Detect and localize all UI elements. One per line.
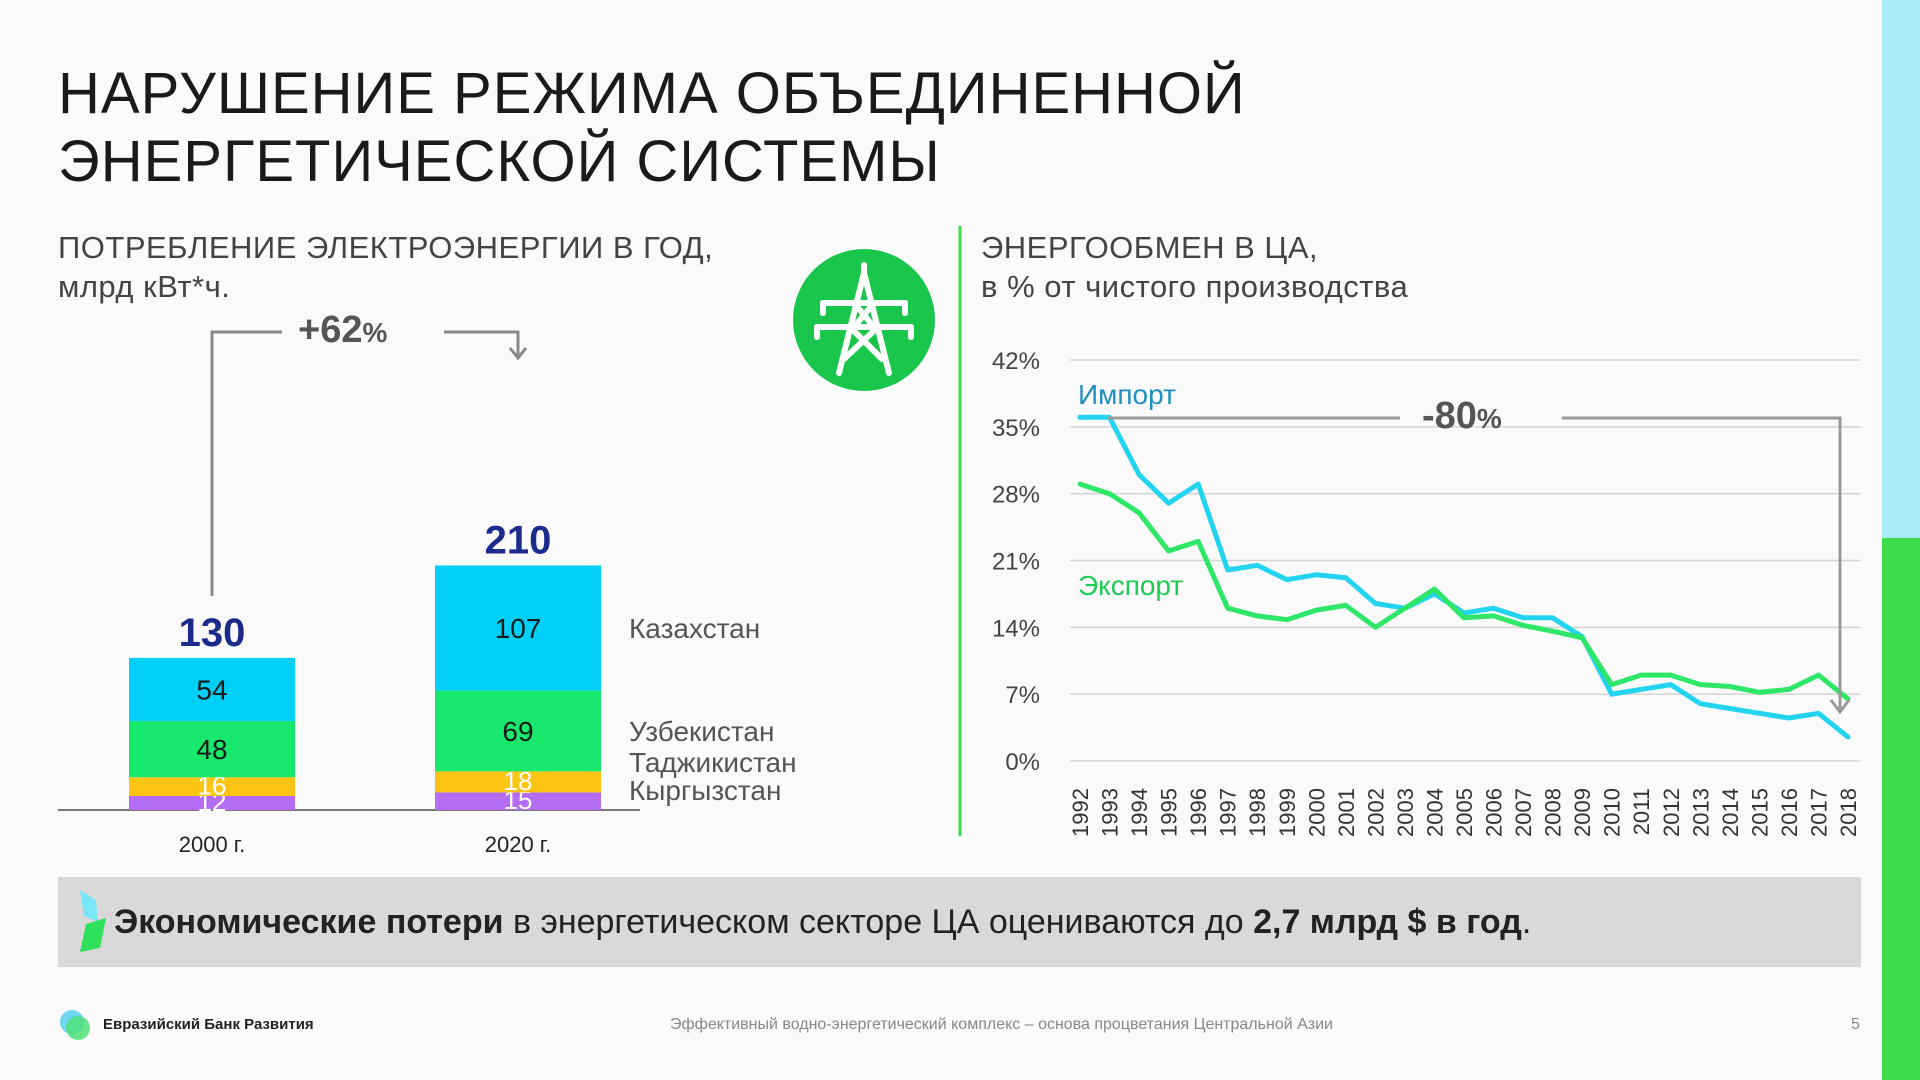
- percent-sign: %: [362, 317, 387, 348]
- y-tick-label: 14%: [992, 615, 1040, 642]
- x-tick-label: 2016: [1777, 788, 1802, 837]
- bar-category-label: 2020 г.: [485, 832, 552, 857]
- bar-segment-tajikistan: [435, 771, 601, 793]
- slide-title-line1: НАРУШЕНИЕ РЕЖИМА ОБЪЕДИНЕННОЙ: [58, 61, 1246, 126]
- x-tick-label: 2006: [1482, 788, 1507, 837]
- bar-segment-kyrgyzstan: [129, 795, 295, 810]
- x-tick-label: 1998: [1245, 788, 1270, 837]
- left-chart-subtitle: ПОТРЕБЛЕНИЕ ЭЛЕКТРОЭНЕРГИИ В ГОД, млрд к…: [58, 228, 713, 306]
- x-tick-label: 2011: [1629, 788, 1654, 835]
- y-tick-label: 42%: [992, 348, 1040, 375]
- y-tick-label: 35%: [992, 415, 1040, 442]
- bar-category-label: 2000 г.: [179, 832, 246, 857]
- bar-value-label: 48: [196, 734, 227, 765]
- x-tick-label: 1997: [1216, 788, 1241, 837]
- summary-bold-amount: 2,7 млрд $ в год: [1253, 903, 1522, 941]
- y-tick-label: 28%: [992, 482, 1040, 509]
- summary-text: в энергетическом секторе ЦА оцениваются …: [503, 903, 1254, 941]
- x-tick-label: 1994: [1127, 788, 1152, 837]
- bar-total-label: 210: [485, 518, 552, 562]
- bar-segment-kazakhstan: [129, 657, 295, 722]
- legend-label-kyrgyzstan: Кыргызстан: [629, 775, 781, 806]
- page-number: 5: [1851, 1016, 1860, 1033]
- energy-exchange-line-chart: 0%7%14%21%28%35%42%1992 1993 1994 1995 1996 1…: [992, 348, 1861, 837]
- x-tick-label: 2008: [1541, 788, 1566, 837]
- left-subtitle-line2: млрд кВт*ч.: [58, 269, 231, 304]
- x-tick-label: 2014: [1718, 788, 1743, 837]
- decline-arrowhead: [1829, 699, 1851, 715]
- x-tick-label: 2001: [1334, 788, 1359, 837]
- decline-percent-label: -80%: [1422, 395, 1502, 437]
- x-tick-label: 2015: [1747, 788, 1772, 837]
- growth-connector: [210, 330, 282, 596]
- x-tick-label: 2013: [1688, 788, 1713, 837]
- percent-sign: %: [1477, 403, 1502, 434]
- bar-segment-uzbekistan: [435, 690, 601, 772]
- tower-circle: [793, 249, 935, 391]
- bar-segment-kyrgyzstan: [435, 792, 601, 810]
- export-line: [1077, 481, 1851, 702]
- y-tick-label: 21%: [992, 549, 1040, 576]
- growth-percent-label: +62%: [298, 309, 387, 351]
- right-subtitle-line2: в % от чистого производства: [981, 269, 1409, 304]
- x-tick-label: 2009: [1570, 788, 1595, 837]
- growth-connector-right: [444, 330, 520, 356]
- summary-statement: Экономические потери в энергетическом се…: [114, 877, 1531, 967]
- bar-value-label: 54: [196, 674, 227, 705]
- x-tick-label: 2004: [1422, 788, 1447, 837]
- x-tick-label: 2003: [1393, 788, 1418, 837]
- y-tick-label: 7%: [1005, 682, 1040, 709]
- band-logo-icon: [80, 890, 106, 952]
- x-tick-label: 1993: [1098, 788, 1123, 837]
- left-subtitle-line1: ПОТРЕБЛЕНИЕ ЭЛЕКТРОЭНЕРГИИ В ГОД,: [58, 230, 714, 265]
- summary-bold-losses: Экономические потери: [114, 903, 504, 941]
- import-legend-label: Импорт: [1078, 379, 1176, 410]
- bank-name: Евразийский Банк Развития: [103, 1016, 314, 1033]
- x-tick-label: 2018: [1836, 788, 1861, 837]
- chart-divider: [958, 226, 962, 836]
- x-tick-label: 1999: [1275, 788, 1300, 837]
- bar-value-label: 69: [502, 716, 533, 747]
- x-tick-label: 1995: [1157, 788, 1182, 837]
- bar-segment-kazakhstan: [435, 565, 601, 691]
- bank-logo-icon: [60, 1010, 90, 1040]
- x-tick-label: 1996: [1186, 788, 1211, 837]
- right-subtitle-line1: ЭНЕРГООБМЕН В ЦА,: [981, 230, 1319, 265]
- export-legend-label: Экспорт: [1078, 570, 1183, 601]
- summary-band: [58, 877, 1861, 967]
- right-chart-subtitle: ЭНЕРГООБМЕН В ЦА, в % от чистого произво…: [981, 228, 1408, 306]
- decor-stripe-green: [1882, 538, 1920, 1080]
- growth-arrowhead: [508, 347, 528, 361]
- summary-period: .: [1521, 903, 1532, 941]
- x-tick-label: 1992: [1068, 788, 1093, 837]
- bar-segment-uzbekistan: [129, 721, 295, 778]
- decor-stripe-cyan: [1882, 0, 1920, 538]
- x-tick-label: 2012: [1659, 788, 1684, 837]
- legend-label-tajikistan: Таджикистан: [629, 747, 797, 778]
- y-tick-label: 0%: [1005, 749, 1040, 776]
- bar-value-label: 107: [495, 613, 542, 644]
- power-tower-icon: [793, 249, 935, 391]
- x-tick-label: 2005: [1452, 788, 1477, 837]
- bar-total-label: 130: [179, 611, 246, 655]
- slide-title-line2: ЭНЕРГЕТИЧЕСКОЙ СИСТЕМЫ: [58, 129, 941, 194]
- x-tick-label: 2007: [1511, 788, 1536, 837]
- x-tick-label: 2000: [1304, 788, 1329, 837]
- x-tick-label: 2010: [1600, 788, 1625, 837]
- legend-label-uzbekistan: Узбекистан: [629, 716, 774, 747]
- slide-title: НАРУШЕНИЕ РЕЖИМА ОБЪЕДИНЕННОЙ ЭНЕРГЕТИЧЕ…: [58, 60, 1246, 196]
- x-tick-label: 2017: [1806, 788, 1831, 837]
- bar-segment-tajikistan: [129, 777, 295, 796]
- footer-caption: Эффективный водно-энергетический комплек…: [670, 1016, 1333, 1033]
- x-tick-label: 2002: [1363, 788, 1388, 837]
- import-line: [1077, 414, 1851, 740]
- decline-connector-right: [1562, 416, 1842, 710]
- legend-label-kazakhstan: Казахстан: [629, 613, 760, 644]
